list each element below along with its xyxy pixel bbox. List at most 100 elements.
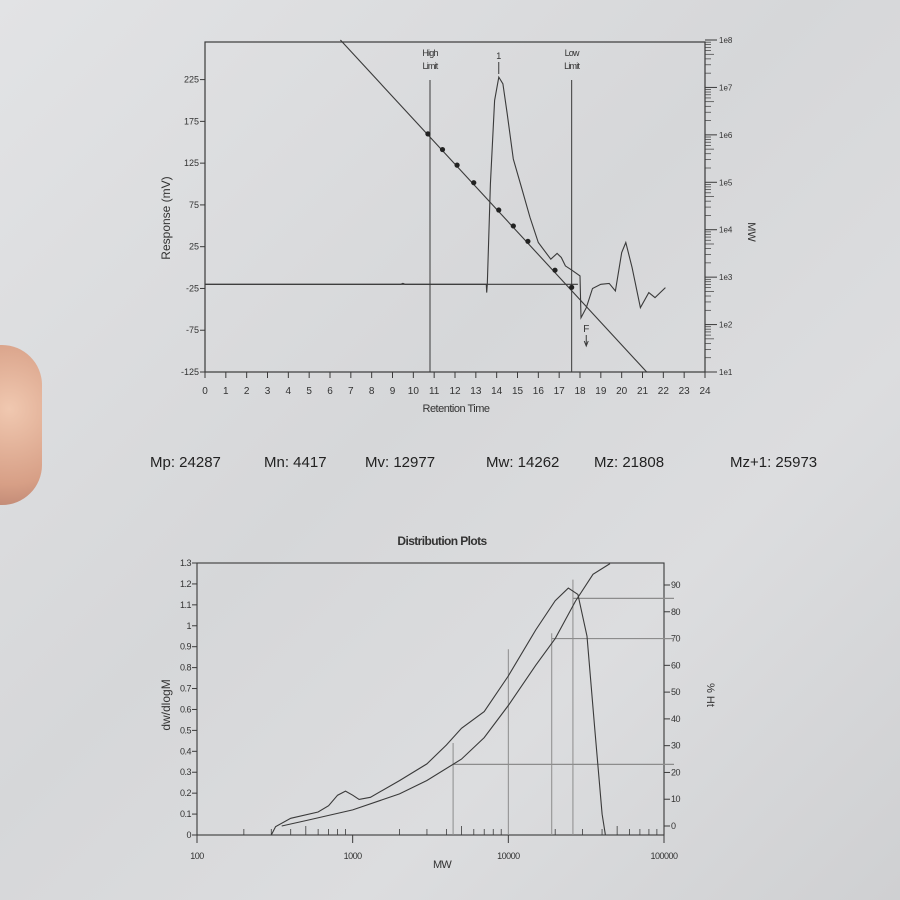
- stat-mw: Mw: 14262: [486, 454, 560, 471]
- y-tick-label: 0: [186, 830, 191, 840]
- x-tick-label: 3: [265, 386, 271, 397]
- x-tick-label: 4: [286, 386, 292, 397]
- limit-label: High Limit: [422, 48, 438, 71]
- y-tick-label: 1.2: [180, 579, 192, 589]
- calibration-point: [496, 207, 502, 213]
- stat-mv: Mv: 12977: [365, 454, 436, 471]
- x-tick-label: 24: [699, 386, 711, 397]
- y2-tick-label: 80: [671, 607, 681, 617]
- y-tick-label: 0.1: [180, 809, 192, 819]
- y2-tick-label: 20: [671, 767, 681, 777]
- y-tick-label: 175: [184, 116, 199, 126]
- y2-tick-label: 1e2: [719, 321, 733, 330]
- x-tick-label: 6: [327, 386, 333, 397]
- finger: [0, 345, 42, 505]
- x-axis-label: Retention Time: [423, 403, 490, 415]
- x-tick-label: 20: [616, 386, 628, 397]
- x-tick-label: 1: [223, 386, 229, 397]
- y-tick-label: -125: [181, 367, 199, 377]
- chart-title: Distribution Plots: [397, 534, 487, 548]
- stat-mp: Mp: 24287: [150, 454, 221, 471]
- x-tick-label: 9: [390, 386, 396, 397]
- y2-tick-label: 1e6: [719, 131, 733, 140]
- y2-tick-label: 70: [671, 634, 681, 644]
- x-tick-label: 13: [470, 386, 482, 397]
- y-axis-label: dw/dlogM: [159, 679, 173, 730]
- y2-tick-label: 1e3: [719, 273, 733, 282]
- x-tick-label: 8: [369, 386, 375, 397]
- x-tick-label: 21: [637, 386, 649, 397]
- calibration-point: [471, 180, 477, 186]
- calibration-point: [510, 223, 516, 229]
- calibration-point: [454, 162, 460, 168]
- x-tick-label: 15: [512, 386, 524, 397]
- x-tick-label: 100: [190, 851, 204, 861]
- x-tick-label: 10000: [497, 851, 520, 861]
- x-axis-label: MW: [433, 859, 452, 871]
- x-tick-label: 19: [595, 386, 607, 397]
- x-tick-label: 7: [348, 386, 354, 397]
- y2-axis-label: MW: [745, 222, 757, 242]
- y2-axis-label: % Ht: [704, 683, 716, 707]
- x-tick-label: 10: [408, 386, 420, 397]
- y-tick-label: 0.3: [180, 767, 192, 777]
- calibration-line: [339, 39, 648, 373]
- y2-tick-label: 90: [671, 580, 681, 590]
- y2-tick-label: 60: [671, 660, 681, 670]
- y2-tick-label: 30: [671, 741, 681, 751]
- y-tick-label: 1.1: [180, 600, 192, 610]
- y2-tick-label: 1e8: [719, 36, 733, 45]
- stat-mz1: Mz+1: 25973: [730, 454, 818, 471]
- x-tick-label: 11: [429, 386, 440, 397]
- limit-label: Low Limit: [564, 48, 580, 71]
- plot-frame-bottom: [196, 562, 665, 836]
- y-tick-label: -25: [186, 283, 199, 293]
- y2-tick-label: 40: [671, 714, 681, 724]
- x-tick-label: 1000: [344, 851, 363, 861]
- y2-tick-label: 50: [671, 687, 681, 697]
- y2-tick-label: 10: [671, 794, 681, 804]
- calibration-point: [425, 131, 431, 137]
- calibration-point: [439, 146, 446, 153]
- y-tick-label: -75: [186, 325, 199, 335]
- y-tick-label: 0.5: [180, 725, 192, 735]
- y2-tick-label: 1e1: [719, 368, 733, 377]
- cumulative-curve: [281, 563, 611, 827]
- marker-label-f: F: [583, 324, 589, 335]
- y-tick-label: 0.9: [180, 642, 192, 652]
- y-tick-label: 1: [186, 621, 191, 631]
- y-tick-label: 25: [189, 242, 199, 252]
- chromatogram-line: [205, 75, 666, 320]
- x-tick-label: 0: [202, 386, 208, 397]
- x-tick-label: 12: [449, 386, 461, 397]
- x-tick-label: 2: [244, 386, 250, 397]
- differential-curve: [270, 587, 606, 835]
- calibration-point: [569, 284, 575, 290]
- y-tick-label: 125: [184, 158, 199, 168]
- y2-tick-label: 1e7: [719, 83, 733, 92]
- marker-arrow: [583, 335, 589, 348]
- y-tick-label: 0.7: [180, 684, 192, 694]
- y-tick-label: 225: [184, 75, 199, 85]
- x-tick-label: 16: [533, 386, 545, 397]
- x-tick-label: 17: [554, 386, 566, 397]
- stat-mz: Mz: 21808: [594, 454, 665, 471]
- x-tick-label: 100000: [650, 851, 678, 861]
- calibration-point: [552, 267, 558, 273]
- calibration-point: [525, 238, 531, 244]
- y-tick-label: 75: [189, 200, 199, 210]
- stat-mn: Mn: 4417: [264, 454, 327, 471]
- y-tick-label: 0.8: [180, 663, 192, 673]
- y2-tick-label: 1e5: [719, 178, 733, 187]
- y-tick-label: 0.2: [180, 788, 192, 798]
- y2-tick-label: 0: [671, 821, 676, 831]
- y-tick-label: 0.4: [180, 746, 192, 756]
- x-tick-label: 5: [306, 386, 312, 397]
- y-axis-label: Response (mV): [159, 176, 173, 259]
- peak-label: 1: [496, 51, 501, 61]
- x-tick-label: 14: [491, 386, 503, 397]
- y-tick-label: 0.6: [180, 704, 192, 714]
- x-tick-label: 18: [574, 386, 586, 397]
